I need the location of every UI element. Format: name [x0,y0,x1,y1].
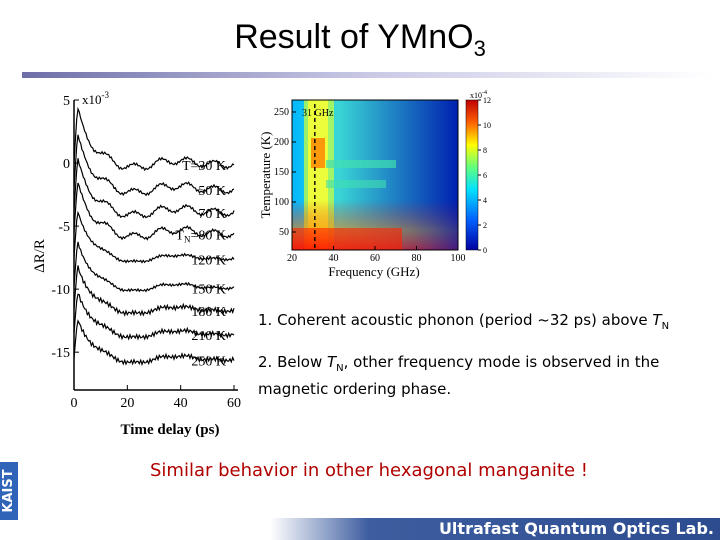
colorbar-tick-label: 2 [483,221,487,230]
note-below-tn: 2. Below TN, other frequency mode is obs… [258,353,660,398]
trace-label: 180 K [191,305,226,320]
x-tick-label: 0 [71,396,78,411]
heatmap-x-tick-label: 80 [412,253,422,264]
heatmap-plot-area [292,100,458,250]
trace-label: 120 K [191,254,226,269]
heatmap-y-tick-label: 150 [274,167,289,178]
y-tick-label: -5 [58,220,70,235]
trace-line [74,158,235,219]
x-tick-label: 40 [174,396,188,411]
trace-label: 250 K [191,354,226,369]
trace-label: T=30 K [182,159,226,174]
colorbar [465,99,479,251]
colorbar-tick-label: 10 [483,121,491,130]
y-tick-label: -10 [51,283,70,298]
heatmap-x-tick-label: 40 [329,253,339,264]
kaist-logo: KAIST [0,462,18,520]
colorbar-tick-label: 6 [483,171,487,180]
colorbar-tick-label: 4 [483,196,487,205]
heatmap-y-tick-label: 50 [279,227,289,238]
heatmap-x-tick-label: 20 [287,253,297,264]
heatmap-annotation: 31 GHz [302,108,334,119]
trace-label: 150 K [191,283,226,298]
y-axis-label: ΔR/R [32,239,48,273]
slide-title: Result of YMnO3 [234,18,486,61]
trace-label: 70 K [198,207,226,222]
note-coherent-phonon: 1. Coherent acoustic phonon (period ~32 … [258,311,670,332]
heatmap-x-label: Frequency (GHz) [328,264,419,279]
trace-line [74,241,235,293]
heatmap-y-tick-label: 250 [274,107,289,118]
colorbar-tick-label: 0 [483,246,487,255]
trace-line [74,134,235,197]
trace-label: TN=80 K [175,228,226,244]
heatmap-y-tick-label: 100 [274,197,289,208]
trace-line [74,265,235,317]
x-tick-label: 20 [120,396,134,411]
x-axis-label: Time delay (ps) [121,422,220,438]
colorbar-tick-label: 12 [483,96,491,105]
y-tick-label: 5 [63,94,70,109]
x-tick-label: 60 [227,396,241,411]
heatmap-y-tick-label: 200 [274,137,289,148]
colorbar-tick-label: 8 [483,146,487,155]
title-divider [22,72,712,78]
colorbar-multiplier: x10-4 [470,90,487,100]
trace-label: 50 K [198,184,226,199]
y-tick-label: -15 [51,346,70,361]
y-tick-label: 0 [63,157,70,172]
trace-line [74,106,235,172]
trace-label: 210 K [191,329,226,344]
footer-lab-name: Ultrafast Quantum Optics Lab. [270,518,720,540]
reflectivity-chart: x10-3 ΔR/R Time delay (ps) 0 20 40 60 5 0 -5 -1… [32,90,241,438]
trace-line [74,319,235,367]
similar-behavior-text: Similar behavior in other hexagonal mang… [150,460,589,481]
trace-line [74,210,235,264]
heatmap-x-tick-label: 100 [451,253,466,264]
y-multiplier: x10-3 [82,90,109,107]
trace-line [74,182,235,241]
heatmap-x-tick-label: 60 [370,253,380,264]
heatmap-y-label: Temperature (K) [258,132,273,219]
trace-line [74,293,235,341]
